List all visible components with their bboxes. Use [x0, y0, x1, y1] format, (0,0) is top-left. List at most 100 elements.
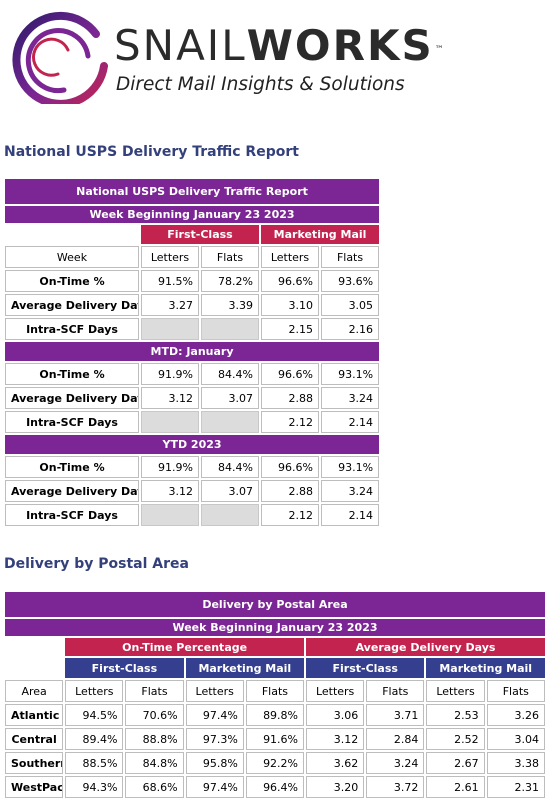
row-label: Intra-SCF Days	[5, 318, 139, 340]
cell-value: 2.84	[366, 728, 425, 750]
blank-cell	[5, 638, 64, 656]
ytd-section-header: YTD 2023	[5, 435, 380, 454]
postal-area-table: Delivery by Postal Area Week Beginning J…	[3, 590, 547, 800]
cell-value: 3.07	[201, 387, 259, 409]
row-label: Average Delivery Days	[5, 480, 139, 502]
cell-value: 93.1%	[321, 456, 380, 478]
cell-value: 97.3%	[185, 728, 244, 750]
table-title: National USPS Delivery Traffic Report	[5, 179, 380, 204]
cell-value: 89.8%	[245, 704, 305, 726]
group-first-class: First-Class	[141, 225, 259, 244]
row-label: Average Delivery Days	[5, 294, 139, 316]
group-on-time-percentage: On-Time Percentage	[65, 638, 305, 656]
cell-value: 3.62	[306, 752, 365, 774]
cell-value: 2.67	[426, 752, 485, 774]
row-label: On-Time %	[5, 456, 139, 478]
cell-value: 96.6%	[261, 363, 319, 385]
group-marketing-mail: Marketing Mail	[261, 225, 380, 244]
cell-value: 3.39	[201, 294, 259, 316]
cell-value: 2.14	[321, 504, 380, 526]
column-header-week: Week	[5, 246, 139, 268]
column-header-flats: Flats	[486, 680, 545, 702]
cell-value: 70.6%	[125, 704, 184, 726]
column-header-mm-flats: Flats	[321, 246, 380, 268]
blank-cell	[5, 658, 64, 678]
table-row: Average Delivery Days 3.12 3.07 2.88 3.2…	[5, 480, 380, 502]
cell-value: 3.12	[141, 387, 199, 409]
cell-value: 91.9%	[141, 363, 199, 385]
cell-value: 88.5%	[65, 752, 124, 774]
column-header-letters: Letters	[65, 680, 124, 702]
cell-value: 2.88	[261, 387, 319, 409]
area-label: Atlantic	[5, 704, 64, 726]
column-header-letters: Letters	[185, 680, 244, 702]
table-row: Central 89.4% 88.8% 97.3% 91.6% 3.12 2.8…	[5, 728, 545, 750]
cell-value: 2.61	[426, 776, 485, 798]
cell-value: 3.24	[366, 752, 425, 774]
logo-wordmark: SNAILWORKS™	[114, 24, 446, 68]
logo-wordmark-thin: SNAIL	[114, 21, 247, 70]
cell-value: 3.24	[321, 387, 380, 409]
cell-value: 2.52	[426, 728, 485, 750]
row-label: On-Time %	[5, 270, 139, 292]
table-row: Average Delivery Days 3.12 3.07 2.88 3.2…	[5, 387, 380, 409]
cell-value: 91.5%	[141, 270, 199, 292]
cell-value: 89.4%	[65, 728, 124, 750]
cell-value: 93.1%	[321, 363, 380, 385]
table-row: Intra-SCF Days 2.12 2.14	[5, 504, 380, 526]
cell-value: 96.4%	[245, 776, 305, 798]
mtd-section-header: MTD: January	[5, 342, 380, 361]
table-row: On-Time % 91.9% 84.4% 96.6% 93.1%	[5, 363, 380, 385]
column-header-flats: Flats	[366, 680, 425, 702]
cell-value: 3.12	[141, 480, 199, 502]
table-title: Delivery by Postal Area	[5, 592, 545, 617]
cell-value: 97.4%	[185, 704, 244, 726]
snail-swirl-icon	[12, 11, 108, 104]
cell-value: 3.12	[306, 728, 365, 750]
empty-cell	[141, 411, 199, 433]
cell-value: 2.12	[261, 504, 319, 526]
cell-value: 95.8%	[185, 752, 244, 774]
cell-value: 2.16	[321, 318, 380, 340]
subgroup-marketing-mail: Marketing Mail	[426, 658, 545, 678]
area-label: Central	[5, 728, 64, 750]
cell-value: 3.10	[261, 294, 319, 316]
empty-cell	[141, 318, 199, 340]
cell-value: 94.5%	[65, 704, 124, 726]
column-header-mm-letters: Letters	[261, 246, 319, 268]
cell-value: 3.72	[366, 776, 425, 798]
cell-value: 3.05	[321, 294, 380, 316]
cell-value: 2.53	[426, 704, 485, 726]
subgroup-marketing-mail: Marketing Mail	[185, 658, 305, 678]
cell-value: 3.26	[486, 704, 545, 726]
cell-value: 3.07	[201, 480, 259, 502]
cell-value: 2.14	[321, 411, 380, 433]
row-label: Intra-SCF Days	[5, 411, 139, 433]
cell-value: 84.4%	[201, 363, 259, 385]
table-subtitle: Week Beginning January 23 2023	[5, 206, 380, 223]
cell-value: 2.31	[486, 776, 545, 798]
cell-value: 84.4%	[201, 456, 259, 478]
column-header-letters: Letters	[426, 680, 485, 702]
cell-value: 93.6%	[321, 270, 380, 292]
column-header-flats: Flats	[125, 680, 184, 702]
cell-value: 91.9%	[141, 456, 199, 478]
table-row: Southern 88.5% 84.8% 95.8% 92.2% 3.62 3.…	[5, 752, 545, 774]
subgroup-first-class: First-Class	[306, 658, 425, 678]
row-label: On-Time %	[5, 363, 139, 385]
empty-cell	[201, 411, 259, 433]
empty-cell	[201, 318, 259, 340]
cell-value: 94.3%	[65, 776, 124, 798]
cell-value: 92.2%	[245, 752, 305, 774]
table-row: WestPac 94.3% 68.6% 97.4% 96.4% 3.20 3.7…	[5, 776, 545, 798]
area-label: WestPac	[5, 776, 64, 798]
empty-cell	[141, 504, 199, 526]
cell-value: 88.8%	[125, 728, 184, 750]
column-header-flats: Flats	[245, 680, 305, 702]
table-row: On-Time % 91.9% 84.4% 96.6% 93.1%	[5, 456, 380, 478]
cell-value: 3.04	[486, 728, 545, 750]
national-traffic-table: National USPS Delivery Traffic Report We…	[3, 177, 382, 528]
cell-value: 3.38	[486, 752, 545, 774]
cell-value: 78.2%	[201, 270, 259, 292]
table-row: On-Time % 91.5% 78.2% 96.6% 93.6%	[5, 270, 380, 292]
